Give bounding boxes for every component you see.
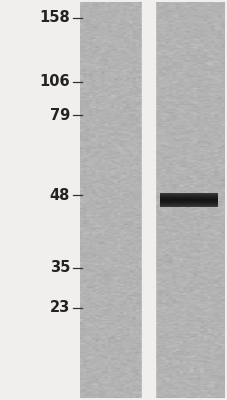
Text: 79: 79 xyxy=(49,108,70,122)
Text: 158: 158 xyxy=(39,10,70,26)
Bar xyxy=(141,2,154,398)
Text: 35: 35 xyxy=(49,260,70,276)
Text: 106: 106 xyxy=(39,74,70,90)
Text: 23: 23 xyxy=(49,300,70,316)
Text: 48: 48 xyxy=(49,188,70,202)
